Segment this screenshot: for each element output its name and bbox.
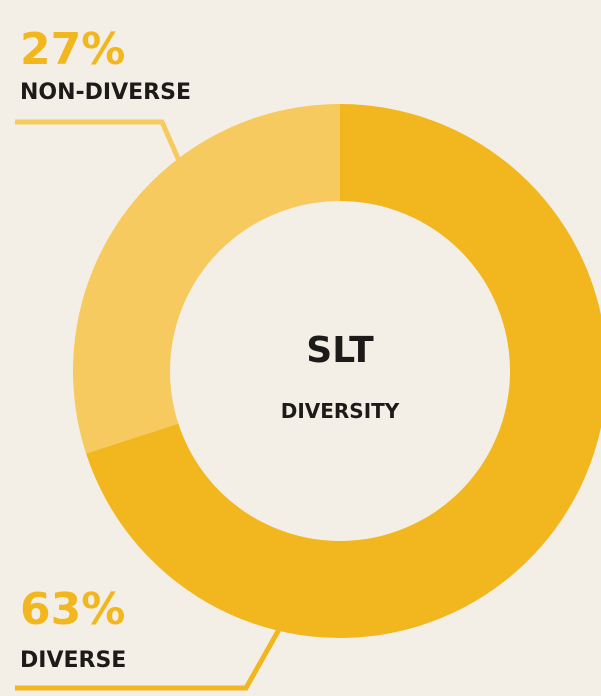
- category-label: NON-DIVERSE: [20, 80, 191, 105]
- leader-line: [15, 119, 195, 192]
- category-label: DIVERSE: [20, 648, 126, 673]
- value-label: 63%: [20, 584, 125, 635]
- leader-line: [15, 615, 289, 691]
- chart-subtitle: DIVERSITY: [281, 399, 400, 423]
- value-label: 27%: [20, 24, 125, 75]
- donut-hole: [170, 201, 510, 541]
- chart-title: SLT: [306, 330, 374, 371]
